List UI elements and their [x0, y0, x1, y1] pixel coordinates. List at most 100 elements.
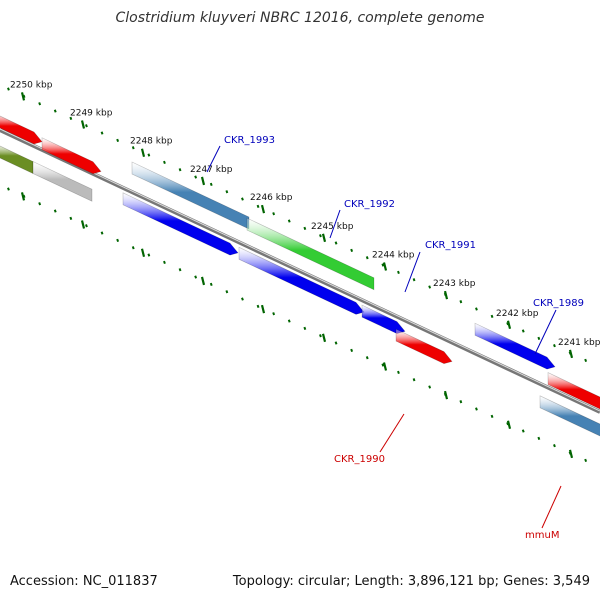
- scale-tick-label: 2244 kbp: [372, 250, 415, 260]
- scale-tick-label: 2243 kbp: [433, 279, 476, 289]
- inner-row-minor-tick: [163, 260, 166, 265]
- outer-row-minor-tick: [69, 116, 73, 121]
- outer-row-minor-tick: [490, 314, 494, 318]
- backbone-highlight: [0, 128, 600, 412]
- major-tick-outer: [140, 148, 146, 158]
- outer-row-minor-tick: [85, 124, 88, 128]
- gene-leader-line: [379, 413, 405, 453]
- outer-row-minor-tick: [319, 234, 322, 238]
- gene-leader-line: [206, 145, 221, 173]
- gene-feature-blue[interactable]: [122, 192, 239, 256]
- gene-label[interactable]: CKR_1989: [533, 298, 584, 309]
- inner-row-minor-tick: [194, 275, 198, 279]
- gene-label[interactable]: CKR_1993: [224, 135, 275, 146]
- scale-tick-label: 2247 kbp: [190, 165, 233, 175]
- gene-feature-olive[interactable]: [0, 141, 34, 174]
- outer-row-minor-tick: [178, 168, 182, 172]
- outer-row-minor-tick: [397, 270, 400, 274]
- gene-leader-line: [534, 309, 557, 355]
- major-tick-inner: [568, 449, 574, 459]
- major-tick-inner: [200, 276, 206, 286]
- major-tick-inner: [506, 420, 512, 430]
- gene-feature-gray[interactable]: [32, 161, 93, 202]
- outer-row-minor-tick: [100, 131, 104, 135]
- outer-row-minor-tick: [7, 87, 10, 91]
- map-title: Clostridium kluyveri NBRC 12016, complet…: [115, 10, 485, 26]
- inner-row-minor-tick: [241, 297, 244, 301]
- major-tick-outer: [260, 204, 266, 214]
- outer-row-minor-tick: [287, 219, 291, 223]
- major-tick-outer: [80, 120, 86, 129]
- scale-tick-labels: 2250 kbp 2249 kbp 2248 kbp 2247 kbp 2246 kbp…: [10, 80, 600, 348]
- major-tick-inner: [260, 304, 266, 314]
- inner-row-minor-tick: [7, 187, 10, 191]
- genome-summary-label: Topology: circular; Length: 3,896,121 bp…: [232, 574, 590, 589]
- outer-row-minor-tick: [428, 285, 432, 289]
- gene-label[interactable]: CKR_1991: [425, 240, 476, 251]
- inner-row-minor-tick: [256, 304, 260, 308]
- accession-label: Accession: NC_011837: [10, 574, 158, 589]
- inner-row-minor-tick: [428, 385, 432, 389]
- gene-label[interactable]: CKR_1990: [334, 454, 385, 465]
- inner-row-minor-tick: [303, 326, 307, 330]
- inner-row-minor-tick: [521, 429, 525, 433]
- scale-tick-label: 2248 kbp: [130, 137, 173, 147]
- gene-feature-steel[interactable]: [539, 395, 600, 441]
- outer-row-minor-tick: [584, 358, 588, 362]
- major-tick-inner: [80, 220, 86, 229]
- gene-label[interactable]: mmuM: [525, 530, 559, 541]
- scale-tick-label: 2241 kbp: [558, 338, 600, 348]
- inner-row-minor-tick: [459, 400, 463, 404]
- gene-feature-red[interactable]: [395, 328, 453, 364]
- outer-row-minor-tick: [194, 175, 198, 179]
- outer-row-minor-tick: [303, 226, 307, 230]
- gene-feature-green[interactable]: [246, 217, 375, 291]
- inner-row-minor-tick: [397, 370, 400, 374]
- outer-row-minor-tick: [475, 307, 478, 311]
- inner-row-minor-tick: [116, 238, 120, 243]
- major-tick-outer: [20, 92, 26, 101]
- inner-row-minor-tick: [319, 334, 322, 338]
- inner-row-minor-tick: [178, 268, 182, 272]
- major-tick-outer: [200, 176, 206, 186]
- outer-row-minor-tick: [381, 263, 385, 267]
- inner-row-minor-tick: [287, 319, 291, 323]
- outer-row-minor-tick: [334, 241, 338, 245]
- inner-row-minor-tick: [38, 202, 42, 206]
- gene-feature-red[interactable]: [547, 372, 600, 410]
- outer-row-minor-tick: [209, 182, 213, 187]
- gene-leader-line: [329, 209, 341, 239]
- gene-feature-blue[interactable]: [474, 322, 556, 370]
- genome-backbone: [0, 128, 600, 414]
- gene-label[interactable]: CKR_1992: [344, 199, 395, 210]
- gene-feature-blue[interactable]: [238, 246, 365, 315]
- gene-labels: CKR_1993 CKR_1992 CKR_1991 CKR_1989 CKR_1990…: [206, 135, 584, 541]
- inner-row-minor-tick: [381, 363, 385, 367]
- inner-row-minor-tick: [350, 348, 354, 352]
- outer-row-minor-tick: [459, 300, 463, 304]
- major-tick-outer: [568, 349, 574, 359]
- outer-row-minor-tick: [116, 138, 120, 143]
- inner-row-minor-tick: [365, 356, 369, 360]
- outer-row-minor-tick: [272, 212, 276, 216]
- scale-tick-label: 2249 kbp: [70, 109, 113, 119]
- inner-row-minor-tick: [490, 414, 494, 418]
- inner-row-minor-tick: [131, 246, 135, 250]
- gene-feature-red[interactable]: [41, 137, 102, 175]
- gene-feature-red[interactable]: [0, 111, 43, 145]
- outer-row-minor-tick: [163, 160, 166, 165]
- inner-row-minor-tick: [584, 458, 588, 462]
- inner-row-minor-tick: [147, 253, 151, 257]
- inner-row-minor-tick: [69, 216, 73, 221]
- inner-row-minor-tick: [100, 231, 104, 235]
- outer-row-minor-tick: [521, 329, 525, 333]
- major-tick-inner: [140, 248, 146, 258]
- outer-row-minor-tick: [131, 146, 135, 150]
- outer-row-minor-tick: [365, 256, 369, 260]
- outer-row-minor-tick: [553, 344, 556, 348]
- major-tick-inner: [20, 192, 26, 201]
- inner-row-minor-tick: [553, 444, 556, 448]
- outer-row-minor-tick: [256, 204, 260, 208]
- inner-row-minor-tick: [334, 341, 338, 345]
